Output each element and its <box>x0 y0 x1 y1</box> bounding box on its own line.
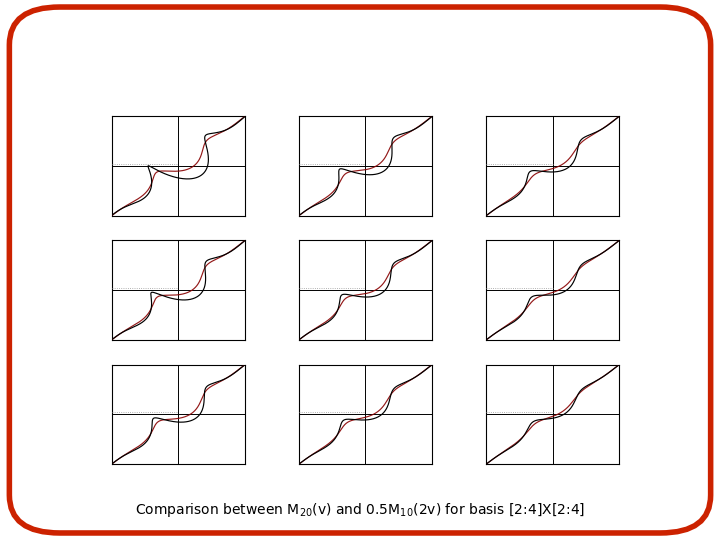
Text: Comparison between M$_{20}$(v) and 0.5M$_{10}$(2v) for basis [2:4]X[2:4]: Comparison between M$_{20}$(v) and 0.5M$… <box>135 501 585 519</box>
